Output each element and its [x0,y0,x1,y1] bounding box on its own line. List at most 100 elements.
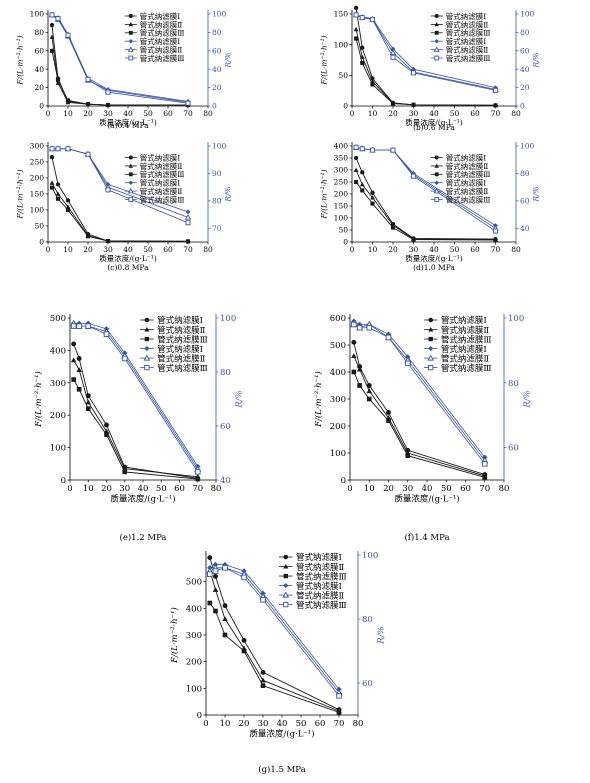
data-point [185,209,191,215]
data-point [49,146,55,152]
panel-caption: (d)1.0 MPa [413,263,455,272]
legend-label: 管式纳滤膜Ⅲ [446,169,491,179]
legend-marker [283,573,288,579]
x-axis-label: 质量浓度/(g·L⁻¹) [99,253,157,263]
y-right-tick-label: 60 [212,46,222,55]
data-point [55,80,61,85]
y-left-tick-label: 50 [338,71,348,80]
chart-panel-7: 0 10 20 30 40 50 60 70 80 0 100 200 300 400 500 60 80 100… [169,551,386,775]
x-tick-label: 10 [364,484,375,494]
data-point [260,597,266,603]
series-line-1 [73,343,198,479]
y-right-tick-label: 40 [520,224,530,233]
x-tick-label: 70 [183,245,193,254]
y-left-tick-label: 200 [30,174,45,183]
legend-label: 管式纳滤膜Ⅱ [446,161,489,171]
panel-caption: (b)0.6 MPa [413,123,455,132]
legend-marker [428,317,434,323]
series-line-2 [209,570,340,712]
chart-panel-5: 0 10 20 30 40 50 60 70 80 0 100 200 300 400 500 40 60 80 1… [33,314,244,543]
data-point [359,15,365,21]
data-point [55,78,61,83]
data-point [354,179,359,185]
data-point [49,180,55,185]
data-point [241,574,247,581]
legend-label: 管式纳滤膜Ⅰ [446,11,486,21]
data-point [493,87,498,93]
legend-marker [144,364,150,371]
y-left-tick-label: 20 [34,83,44,92]
data-point [493,103,498,108]
legend-marker [127,46,134,52]
data-point [482,474,488,480]
data-point [353,26,359,32]
y-left-tick-label: 500 [186,578,202,588]
data-point [184,213,192,220]
chart-panel-2: 0 10 20 30 40 50 60 70 80050100150020406080100质量… [320,5,541,132]
data-point [351,353,357,358]
x-tick-label: 60 [163,109,173,118]
y-left-tick-label: 0 [343,102,348,111]
data-point [49,48,55,53]
data-point [366,388,372,394]
legend-marker [434,22,439,27]
y-left-tick-label: 0 [343,238,348,247]
legend-label: 管式纳滤膜Ⅲ [296,571,347,582]
series-line-3 [51,50,188,106]
legend-marker [434,38,439,44]
data-point [405,453,411,459]
y-left-tick-label: 300 [334,166,349,175]
legend-label: 管式纳滤膜Ⅱ [446,19,489,29]
legend-marker [144,336,150,342]
y-left-tick-label: 300 [186,631,202,641]
y-left-tick-label: 0 [341,476,346,486]
data-point [390,147,396,153]
legend-marker [128,55,134,61]
data-point [353,144,359,150]
legend-label: 管式纳滤膜Ⅰ [441,344,487,355]
data-point [65,204,71,209]
legend-marker [433,46,440,52]
legend-marker [434,197,440,202]
panel-caption: (e)1.2 MPa [120,532,167,543]
x-tick-label: 60 [174,484,185,494]
x-tick-label: 40 [138,484,149,494]
legend-marker [144,346,150,352]
y-left-tick-label: 0 [39,102,44,111]
data-point [85,102,91,107]
data-point [70,323,77,329]
y-left-tick-label: 100 [30,206,45,215]
data-point [194,469,201,475]
data-point [360,61,365,66]
data-point [55,182,61,187]
legend-marker [128,22,134,27]
legend-label: 管式纳滤膜Ⅱ [441,325,490,336]
y-left-tick-label: 600 [330,314,346,324]
x-tick-label: 0 [203,719,208,729]
x-tick-label: 30 [103,245,113,254]
x-tick-label: 70 [192,484,203,494]
legend-label: 管式纳滤膜Ⅰ [441,315,487,326]
y-left-tick-label: 300 [330,395,346,405]
x-tick-label: 10 [63,109,73,118]
legend-label: 管式纳滤膜Ⅲ [446,53,491,63]
y-right-tick-label: 60 [220,422,231,432]
x-tick-label: 60 [163,245,173,254]
legend-marker [128,13,133,19]
x-tick-label: 40 [429,245,439,254]
legend-label: 管式纳滤膜Ⅲ [446,194,491,204]
x-tick-label: 30 [119,484,130,494]
legend-marker [283,583,289,589]
y-left-tick-label: 100 [334,214,349,223]
x-tick-label: 20 [388,109,398,118]
y-left-tick-label: 200 [50,411,66,421]
data-point [85,76,91,82]
legend-marker [434,180,439,185]
data-point [65,146,71,152]
y-left-tick-label: 150 [334,10,349,19]
y-left-tick-label: 0 [61,476,66,486]
data-point [351,339,357,345]
data-point [241,648,247,654]
data-point [390,101,396,106]
legend-label: 管式纳滤膜Ⅲ [140,194,185,204]
